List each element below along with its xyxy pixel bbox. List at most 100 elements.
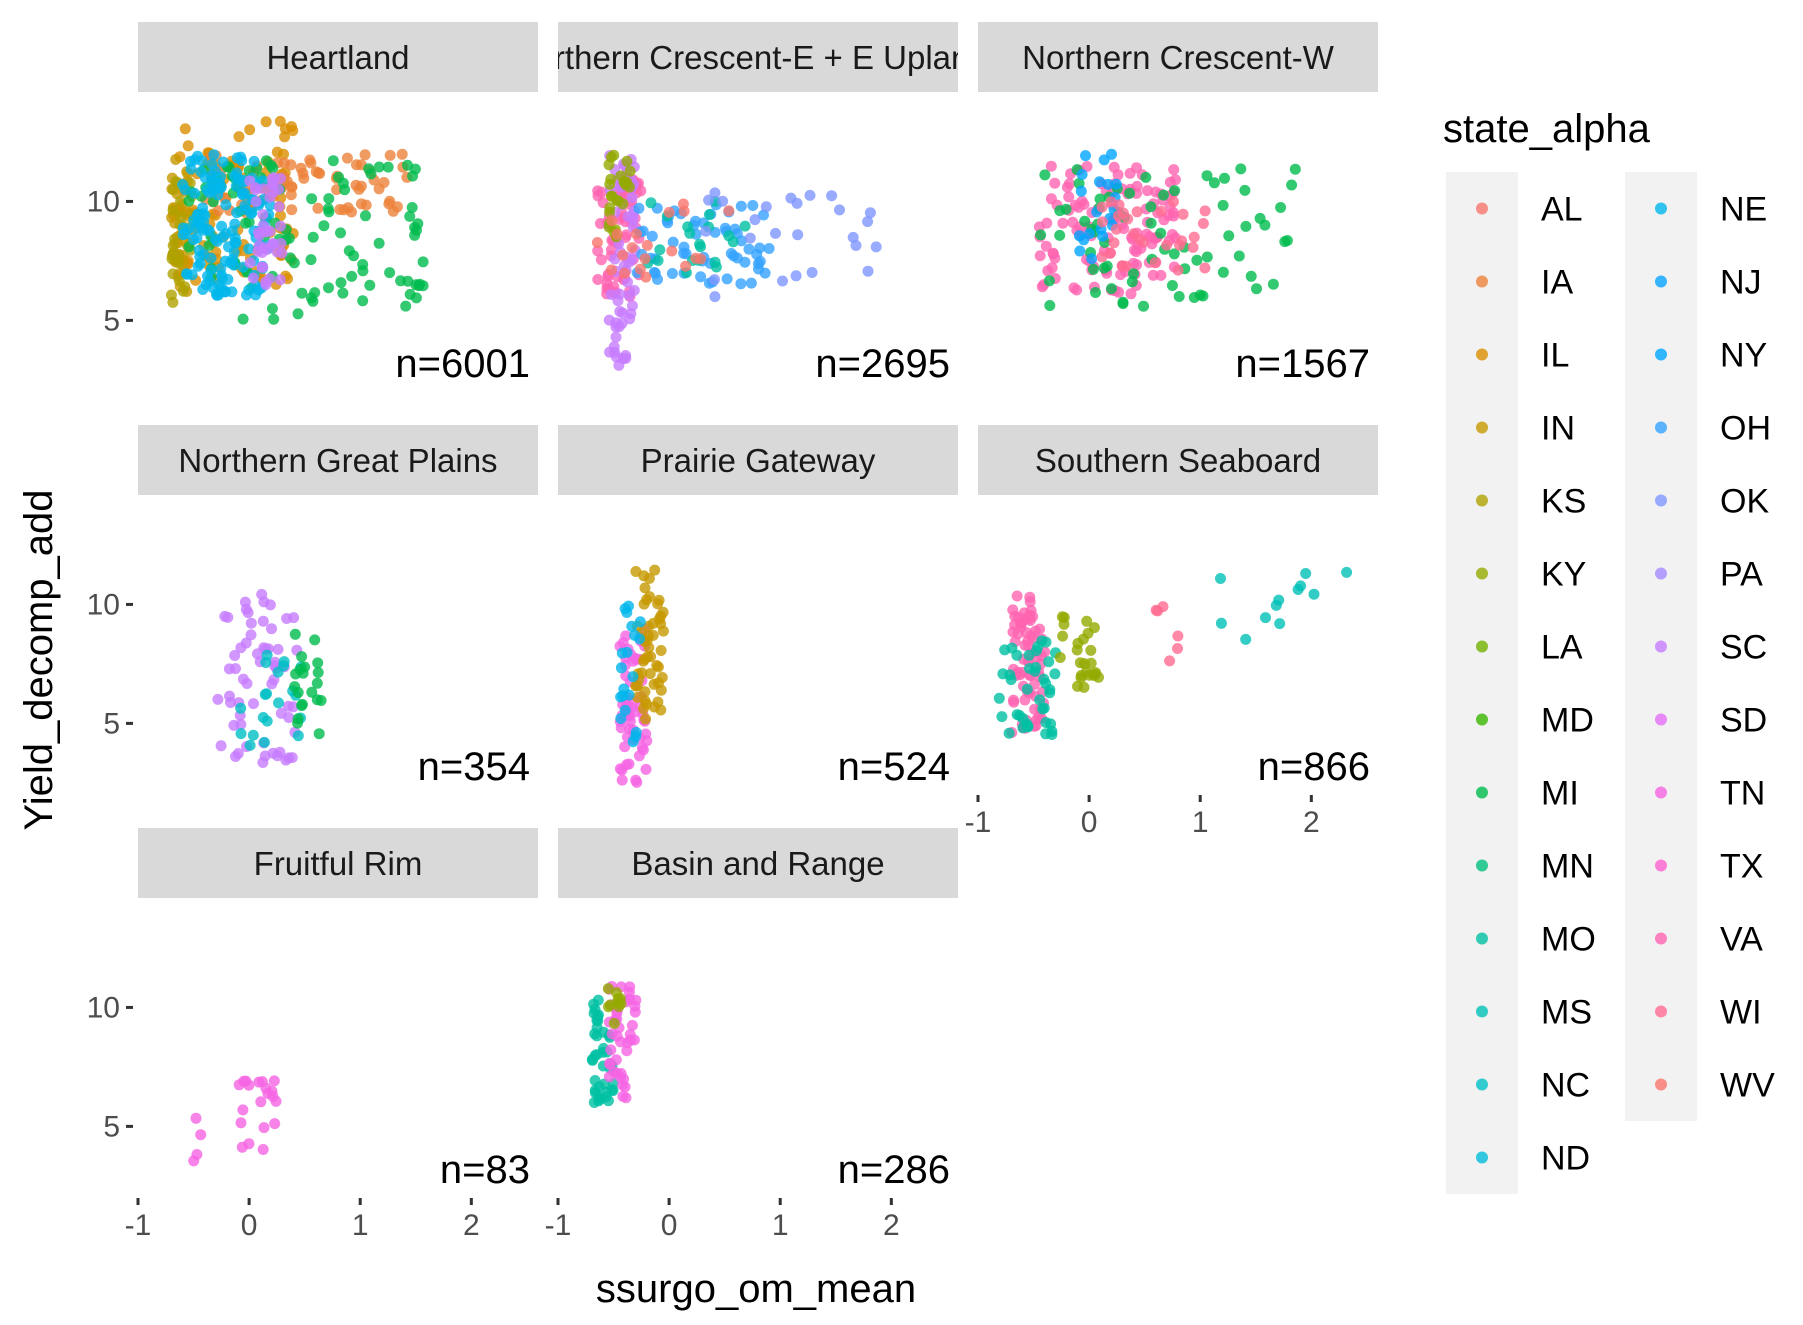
data-point <box>655 618 667 630</box>
legend-entry: IL <box>1476 337 1569 375</box>
data-point <box>357 259 369 270</box>
data-point <box>1072 680 1083 692</box>
facet-title: Northern Crescent-E + E Uplands <box>512 39 1004 76</box>
data-point <box>1046 262 1058 274</box>
data-point <box>630 228 642 240</box>
x-tick-label: 1 <box>772 1209 789 1242</box>
data-point <box>271 146 283 158</box>
data-point <box>1057 630 1069 642</box>
data-point <box>640 713 652 725</box>
data-point <box>721 273 733 285</box>
data-point <box>1292 584 1304 595</box>
data-point <box>281 613 293 624</box>
data-point <box>250 196 262 208</box>
data-point <box>1194 289 1206 301</box>
data-point <box>862 216 874 228</box>
data-point <box>695 271 707 283</box>
data-point <box>289 628 301 640</box>
data-point <box>359 149 371 161</box>
data-point <box>167 268 179 280</box>
data-point <box>615 662 627 674</box>
data-point <box>644 591 655 603</box>
data-point <box>1078 234 1090 246</box>
data-point <box>1168 248 1180 260</box>
legend-label: OH <box>1720 410 1771 448</box>
data-point <box>1054 229 1066 241</box>
data-point <box>1122 213 1134 225</box>
data-point <box>203 187 215 199</box>
facet-panel: Southern Seaboard n=866 -1 0 1 2 <box>965 425 1378 839</box>
data-point <box>259 242 270 254</box>
data-point <box>616 647 628 659</box>
data-point <box>1173 291 1185 302</box>
data-point <box>364 279 376 291</box>
data-point <box>615 1036 626 1048</box>
data-point <box>605 289 617 300</box>
data-point <box>292 717 304 729</box>
data-point <box>694 238 706 250</box>
data-point <box>1034 694 1046 706</box>
facet-panel: Prairie Gateway n=524 <box>558 425 958 789</box>
data-point <box>642 651 653 663</box>
data-point <box>1223 230 1235 242</box>
data-point <box>273 201 285 213</box>
data-point <box>634 263 646 275</box>
data-point <box>313 728 325 740</box>
data-point <box>309 634 321 646</box>
data-point <box>346 270 358 282</box>
legend-label: TN <box>1720 775 1765 813</box>
data-point <box>626 620 638 632</box>
data-point <box>1201 251 1213 263</box>
data-point <box>1005 674 1017 686</box>
legend-entry: IN <box>1476 410 1575 448</box>
x-tick-label: 2 <box>883 1209 900 1242</box>
data-point <box>1260 612 1271 624</box>
legend-key <box>1476 348 1488 361</box>
data-point <box>993 692 1005 704</box>
legend-key <box>1655 421 1667 434</box>
legend-label: MI <box>1541 775 1579 813</box>
data-point <box>244 124 256 136</box>
legend-label: ND <box>1541 1140 1590 1178</box>
data-point <box>343 245 355 257</box>
legend-entry: ND <box>1476 1140 1590 1178</box>
data-point <box>1140 171 1152 183</box>
data-point <box>606 215 618 227</box>
data-point <box>608 1017 620 1029</box>
legend-key <box>1476 202 1488 215</box>
data-point <box>1240 633 1252 645</box>
facet-title: Northern Crescent-W <box>1022 39 1335 76</box>
data-point <box>615 713 627 724</box>
data-point <box>166 250 178 262</box>
facet-points <box>212 588 327 768</box>
legend-entry: MD <box>1476 702 1594 740</box>
data-point <box>735 278 747 290</box>
facet-strip <box>138 22 538 92</box>
data-point <box>723 205 735 217</box>
data-point <box>245 617 257 629</box>
y-tick-label: 10 <box>87 991 120 1024</box>
data-point <box>608 1066 620 1078</box>
data-point <box>1112 210 1124 222</box>
data-point <box>407 170 419 182</box>
data-point <box>1187 241 1199 253</box>
facet-points <box>993 566 1353 740</box>
data-point <box>1240 220 1252 232</box>
facet-panel: Northern Crescent-W n=1567 <box>978 22 1378 386</box>
data-point <box>312 667 324 678</box>
data-point <box>244 739 256 751</box>
data-point <box>391 201 403 213</box>
data-point <box>653 594 665 606</box>
facet-points <box>586 981 642 1108</box>
data-point <box>179 184 191 196</box>
data-point <box>1023 649 1035 661</box>
data-point <box>870 241 882 253</box>
data-point <box>589 1084 601 1096</box>
data-point <box>292 730 304 742</box>
data-point <box>1188 231 1200 243</box>
legend: state_alpha AL IA IL IN KS KY LA MD MI MN MO MS NC ND N… <box>1443 107 1775 1194</box>
data-point <box>754 242 766 254</box>
data-point <box>217 156 229 168</box>
data-point <box>215 740 227 752</box>
data-point <box>645 197 657 209</box>
